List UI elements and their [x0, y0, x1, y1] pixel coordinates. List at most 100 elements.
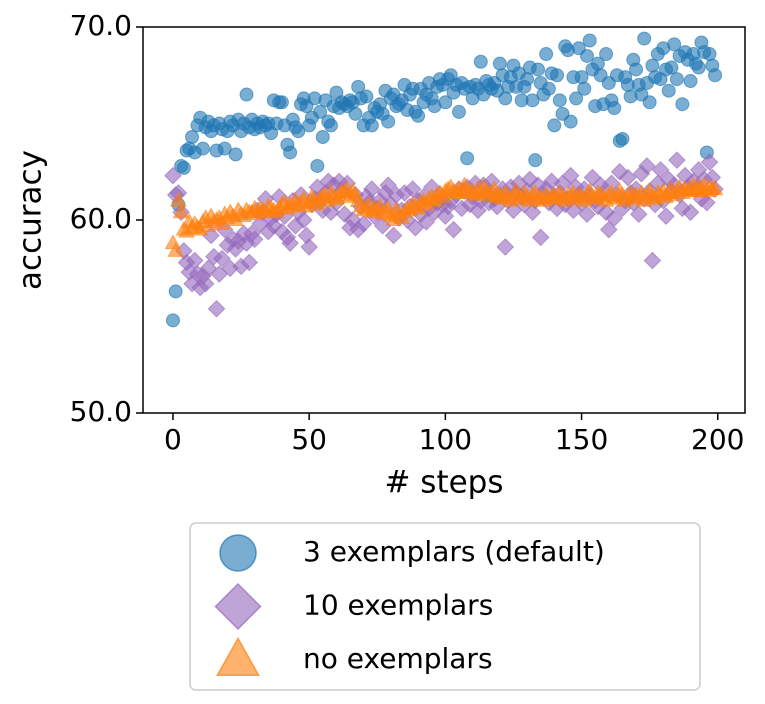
point — [417, 213, 436, 231]
point — [550, 68, 565, 83]
point — [444, 220, 463, 239]
point — [245, 230, 264, 249]
y-tick-label: 50.0 — [70, 395, 132, 428]
point — [691, 60, 706, 75]
point — [530, 62, 545, 77]
point — [164, 166, 182, 185]
point — [196, 274, 215, 293]
x-tick-label: 150 — [555, 423, 608, 456]
point — [582, 33, 597, 48]
legend-marker — [219, 534, 257, 572]
point — [642, 95, 657, 110]
legend-label: 10 exemplars — [303, 589, 493, 622]
y-tick-label: 70.0 — [70, 9, 132, 42]
point — [323, 118, 338, 133]
legend-marker — [214, 582, 262, 631]
point — [569, 91, 584, 106]
x-axis-label: # steps — [384, 465, 503, 501]
point — [411, 108, 426, 123]
x-tick-label: 100 — [419, 423, 472, 456]
point — [708, 68, 723, 83]
y-tick-label: 60.0 — [70, 202, 132, 235]
point — [531, 228, 550, 247]
point — [657, 207, 675, 225]
point — [362, 180, 381, 198]
point — [294, 211, 313, 229]
legend-label: 3 exemplars (default) — [303, 535, 605, 568]
point — [473, 54, 488, 69]
point — [354, 215, 373, 233]
point — [706, 180, 724, 196]
y-axis-label: accuracy — [13, 150, 49, 290]
point — [213, 249, 231, 268]
point — [528, 153, 543, 168]
point — [599, 220, 618, 239]
point — [525, 93, 540, 108]
point — [283, 145, 298, 160]
point — [599, 47, 614, 62]
point — [291, 124, 306, 139]
point — [607, 101, 622, 116]
x-tick-label: 200 — [691, 423, 744, 456]
point — [541, 81, 556, 96]
plot-frame — [142, 26, 746, 414]
point — [381, 114, 396, 129]
point — [498, 91, 513, 106]
point — [451, 104, 466, 119]
point — [702, 47, 717, 62]
point — [240, 253, 259, 272]
point — [300, 238, 318, 256]
point — [667, 37, 682, 52]
x-tick-label: 50 — [291, 423, 327, 456]
point — [561, 166, 580, 185]
point — [629, 62, 644, 77]
point — [379, 176, 397, 195]
point — [645, 58, 660, 73]
point — [574, 70, 589, 85]
point — [274, 95, 289, 110]
point — [700, 153, 719, 171]
point — [698, 193, 716, 212]
point — [664, 60, 679, 75]
point — [460, 151, 475, 166]
point — [313, 104, 328, 119]
legend-label: no exemplars — [303, 642, 493, 675]
point — [315, 130, 330, 145]
point — [168, 284, 183, 299]
point — [580, 48, 595, 63]
legend-box — [189, 522, 701, 691]
legend-marker — [216, 636, 260, 677]
point — [185, 130, 200, 145]
x-tick-label: 0 — [164, 423, 182, 456]
point — [605, 209, 624, 227]
point — [228, 147, 243, 162]
point — [638, 157, 656, 175]
point — [675, 97, 690, 112]
point — [492, 56, 507, 71]
point — [681, 203, 700, 222]
point — [669, 72, 684, 87]
point — [577, 81, 592, 96]
point — [563, 114, 578, 129]
point — [167, 242, 185, 257]
point — [578, 205, 596, 224]
point — [496, 238, 515, 256]
point — [207, 299, 226, 318]
point — [384, 226, 403, 245]
point — [668, 151, 686, 170]
point — [217, 141, 232, 156]
point — [310, 158, 325, 173]
point — [619, 168, 637, 187]
point — [547, 118, 562, 133]
point — [661, 83, 676, 98]
point — [281, 234, 299, 252]
point — [359, 89, 374, 104]
point — [520, 72, 535, 87]
point — [683, 74, 698, 89]
point — [172, 203, 190, 219]
point — [615, 131, 630, 146]
point — [176, 160, 191, 175]
point — [643, 251, 662, 270]
point — [165, 313, 180, 328]
